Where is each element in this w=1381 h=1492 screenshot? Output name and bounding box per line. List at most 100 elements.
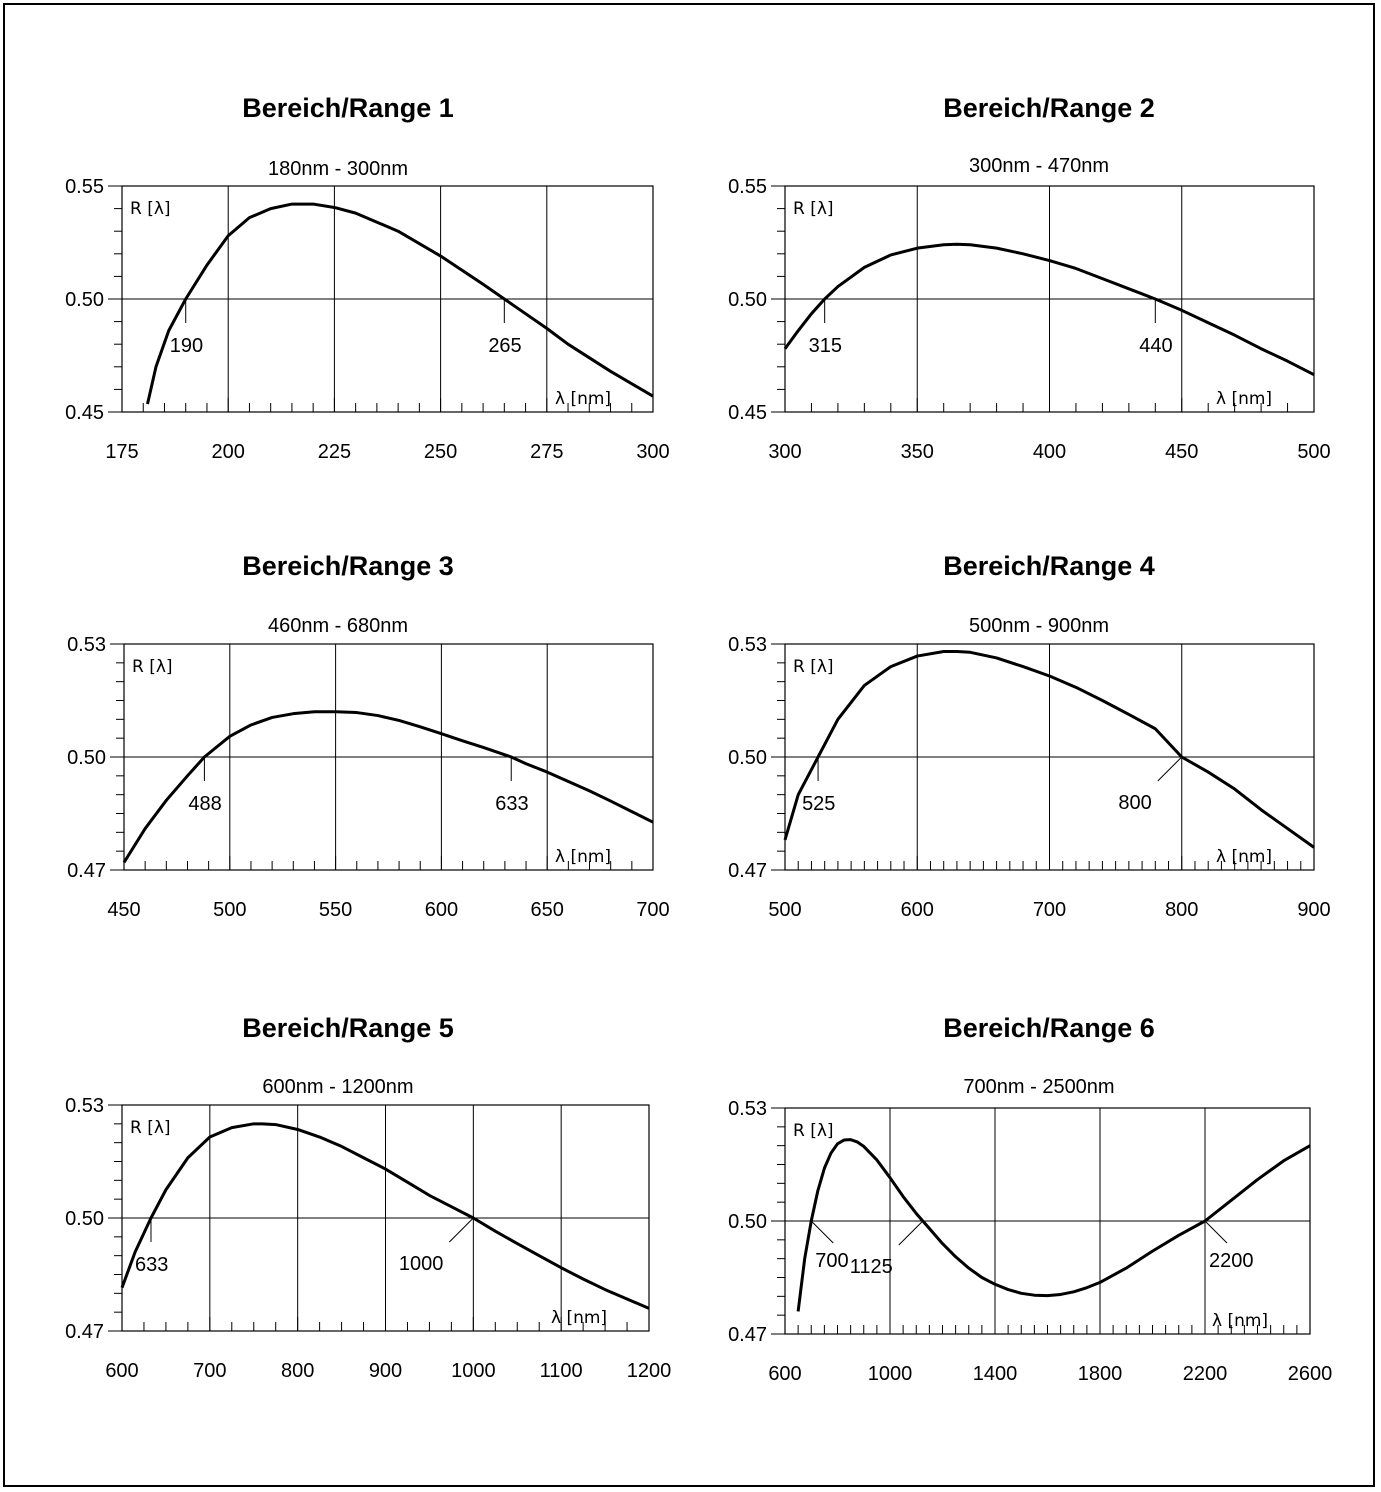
- annotation-leader: [448, 1217, 474, 1243]
- chart-title: Bereich/Range 3: [242, 551, 454, 581]
- x-tick-label: 175: [105, 441, 138, 463]
- x-tick-label: 300: [636, 441, 669, 463]
- x-axis-label: λ [nm]: [1216, 389, 1272, 409]
- x-tick-label: 350: [901, 441, 934, 463]
- page-frame: [3, 3, 1375, 1487]
- y-tick-label: 0.50: [65, 1208, 104, 1230]
- x-tick-label: 650: [531, 899, 564, 921]
- crossing-annotation: 633: [135, 1254, 168, 1276]
- y-axis-label: R [λ]: [130, 1118, 171, 1138]
- x-axis-label: λ [nm]: [555, 389, 611, 409]
- x-tick-label: 900: [369, 1360, 402, 1382]
- x-tick-label: 300: [768, 441, 801, 463]
- chart-panel-4: Bereich/Range 4 500nm - 900nm 500 600 700 800…: [728, 551, 1331, 921]
- chart-subtitle: 500nm - 900nm: [969, 615, 1109, 637]
- x-tick-label: 1100: [540, 1360, 583, 1382]
- crossing-annotation: 265: [488, 335, 521, 357]
- reflectance-curve: [120, 1122, 650, 1310]
- x-axis-label: λ [nm]: [551, 1308, 607, 1328]
- x-tick-label: 700: [193, 1360, 226, 1382]
- x-tick-label: 600: [901, 899, 934, 921]
- x-tick-label: 250: [424, 441, 457, 463]
- y-tick-label: 0.50: [728, 747, 767, 769]
- y-axis-label: R [λ]: [130, 199, 171, 219]
- x-tick-label: 500: [768, 899, 801, 921]
- chart-subtitle: 300nm - 470nm: [969, 155, 1109, 177]
- x-tick-label: 600: [768, 1363, 801, 1385]
- crossing-annotation: 800: [1118, 792, 1151, 814]
- y-tick-label: 0.55: [65, 176, 104, 198]
- x-tick-label: 900: [1297, 899, 1330, 921]
- y-tick-label: 0.53: [728, 634, 767, 656]
- annotation-leader: [810, 1220, 834, 1244]
- y-tick-label: 0.55: [728, 176, 767, 198]
- crossing-annotation: 633: [495, 793, 528, 815]
- y-tick-label: 0.45: [65, 402, 104, 424]
- y-axis-label: R [λ]: [793, 199, 834, 219]
- reflectance-curve: [122, 710, 654, 864]
- x-tick-label: 1200: [627, 1360, 672, 1382]
- annotation-leader: [1157, 756, 1183, 782]
- y-tick-label: 0.50: [65, 289, 104, 311]
- crossing-annotation: 440: [1139, 335, 1172, 357]
- y-tick-label: 0.50: [728, 1211, 767, 1233]
- crossing-annotation: 1125: [850, 1256, 893, 1278]
- x-tick-label: 450: [107, 899, 140, 921]
- x-axis-label: λ [nm]: [1216, 847, 1272, 867]
- chart-panel-1: Bereich/Range 1 180nm - 300nm 175 200 225 250…: [65, 93, 670, 463]
- y-tick-label: 0.50: [67, 747, 106, 769]
- y-axis-label: R [λ]: [793, 657, 834, 677]
- reflectance-curve: [146, 202, 654, 405]
- x-tick-label: 500: [1297, 441, 1330, 463]
- chart-subtitle: 600nm - 1200nm: [262, 1076, 413, 1098]
- x-tick-label: 1000: [868, 1363, 913, 1385]
- chart-title: Bereich/Range 6: [943, 1013, 1155, 1043]
- annotation-leader: [898, 1220, 924, 1246]
- x-tick-label: 1400: [973, 1363, 1018, 1385]
- chart-panel-2: Bereich/Range 2 300nm - 470nm 300 350 400 450…: [728, 93, 1331, 463]
- y-tick-label: 0.47: [65, 1321, 104, 1343]
- x-axis-label: λ [nm]: [1212, 1311, 1268, 1331]
- x-tick-label: 700: [636, 899, 669, 921]
- crossing-annotation: 2200: [1209, 1250, 1254, 1272]
- chart-title: Bereich/Range 4: [943, 551, 1155, 581]
- y-tick-label: 0.53: [728, 1098, 767, 1120]
- chart-subtitle: 460nm - 680nm: [268, 615, 408, 637]
- chart-title: Bereich/Range 2: [943, 93, 1155, 123]
- x-tick-label: 500: [213, 899, 246, 921]
- x-tick-label: 1000: [451, 1360, 496, 1382]
- x-tick-label: 450: [1165, 441, 1198, 463]
- x-axis-label: λ [nm]: [555, 847, 611, 867]
- y-tick-label: 0.53: [67, 634, 106, 656]
- x-tick-label: 800: [281, 1360, 314, 1382]
- x-tick-label: 2600: [1288, 1363, 1333, 1385]
- y-axis-label: R [λ]: [132, 657, 173, 677]
- x-tick-label: 1800: [1078, 1363, 1123, 1385]
- y-tick-label: 0.47: [728, 1324, 767, 1346]
- x-tick-label: 400: [1033, 441, 1066, 463]
- x-tick-label: 700: [1033, 899, 1066, 921]
- x-tick-label: 800: [1165, 899, 1198, 921]
- y-tick-label: 0.45: [728, 402, 767, 424]
- chart-subtitle: 180nm - 300nm: [268, 158, 408, 180]
- crossing-annotation: 700: [815, 1250, 848, 1272]
- reflectance-curve: [796, 1138, 1311, 1312]
- y-axis-label: R [λ]: [793, 1121, 834, 1141]
- x-tick-label: 550: [319, 899, 352, 921]
- chart-panel-3: Bereich/Range 3 460nm - 680nm 450 500 550 600…: [67, 551, 670, 921]
- crossing-annotation: 488: [188, 793, 221, 815]
- chart-title: Bereich/Range 1: [242, 93, 454, 123]
- annotation-leader: [1204, 1220, 1228, 1244]
- x-tick-label: 600: [425, 899, 458, 921]
- crossing-annotation: 525: [802, 793, 835, 815]
- chart-panel-5: Bereich/Range 5 600nm - 1200nm 600 700 800 90…: [65, 1013, 671, 1382]
- crossing-annotation: 315: [809, 335, 842, 357]
- x-tick-label: 2200: [1183, 1363, 1228, 1385]
- x-tick-label: 275: [530, 441, 563, 463]
- chart-title: Bereich/Range 5: [242, 1013, 454, 1043]
- y-tick-label: 0.53: [65, 1095, 104, 1117]
- crossing-annotation: 1000: [399, 1253, 444, 1275]
- reflectance-curve: [783, 650, 1315, 849]
- chart-subtitle: 700nm - 2500nm: [963, 1076, 1114, 1098]
